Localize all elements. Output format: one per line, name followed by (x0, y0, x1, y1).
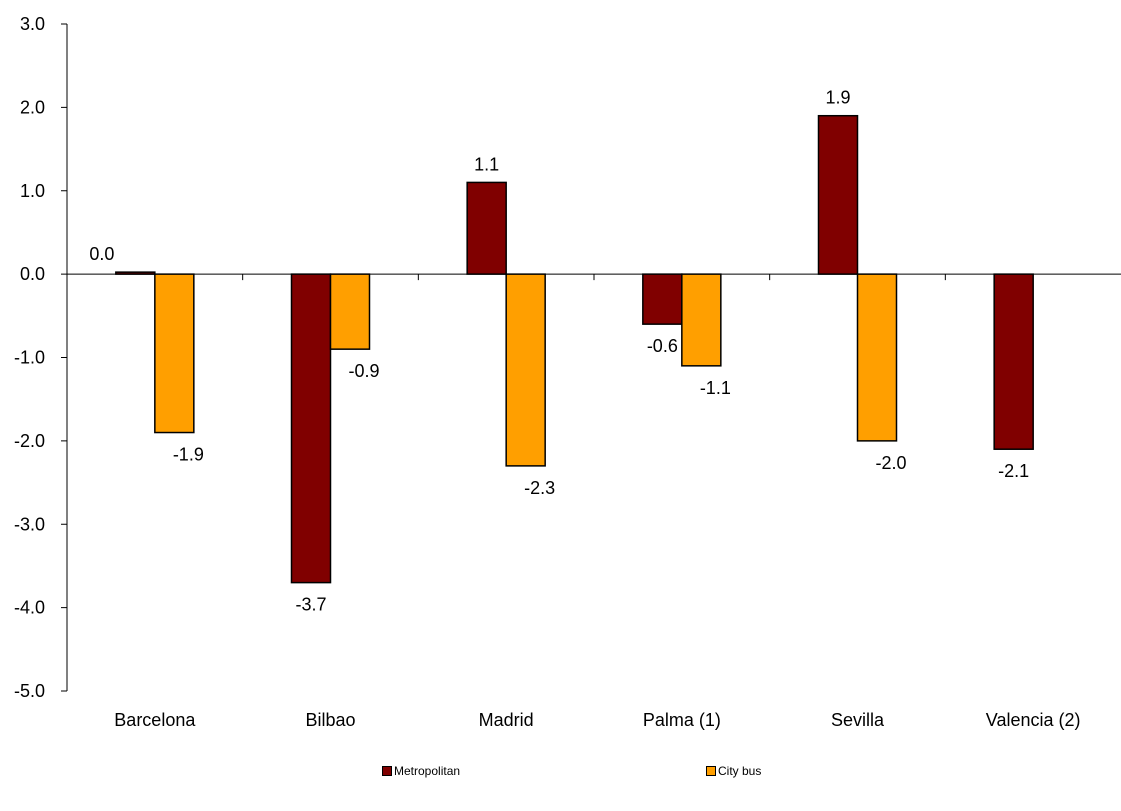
y-tick-label: -5.0 (14, 681, 45, 701)
category-label: Valencia (2) (986, 710, 1081, 730)
data-label: 0.0 (89, 244, 114, 264)
legend-swatch-metropolitan (382, 766, 392, 776)
category-label: Madrid (479, 710, 534, 730)
y-tick-label: -4.0 (14, 598, 45, 618)
data-label: -1.1 (700, 378, 731, 398)
y-tick-label: 1.0 (20, 181, 45, 201)
data-label: 1.9 (825, 88, 850, 108)
legend-item-city-bus: City bus (706, 764, 761, 778)
category-label: Sevilla (831, 710, 885, 730)
data-label: -3.7 (295, 595, 326, 615)
bar (856, 273, 898, 442)
data-label: -2.0 (875, 453, 906, 473)
legend-swatch-city-bus (706, 766, 716, 776)
legend-label-city-bus: City bus (718, 764, 762, 778)
legend-label-metropolitan: Metropolitan (394, 764, 461, 778)
bar (466, 181, 507, 275)
data-label: -0.9 (348, 361, 379, 381)
y-tick-label: 0.0 (20, 264, 45, 284)
bar (817, 114, 859, 275)
bar (115, 271, 156, 275)
bar (642, 273, 683, 325)
y-tick-label: -3.0 (14, 514, 45, 534)
category-label: Bilbao (305, 710, 355, 730)
bar (329, 273, 371, 350)
y-tick-label: 2.0 (20, 97, 45, 117)
category-label: Palma (1) (643, 710, 721, 730)
bar (681, 273, 722, 367)
y-tick-label: 3.0 (20, 14, 45, 34)
bar (505, 273, 546, 467)
data-label: -0.6 (647, 336, 678, 356)
bar (993, 273, 1034, 450)
legend-item-metropolitan: Metropolitan (382, 764, 460, 778)
data-label: -2.1 (998, 461, 1029, 481)
bar (154, 273, 195, 434)
data-label: -2.3 (524, 478, 555, 498)
category-label: Barcelona (114, 710, 196, 730)
bar-chart: 3.0 2.0 1.0 0.0 -1.0 -2.0 -3.0 -4.0 -5.0 Barcelon… (14, 14, 1121, 730)
data-label: -1.9 (173, 445, 204, 465)
legend: Metropolitan City bus (0, 764, 1121, 784)
y-tick-label: -2.0 (14, 431, 45, 451)
bar (290, 273, 332, 584)
y-tick-label: -1.0 (14, 348, 45, 368)
data-label: 1.1 (474, 154, 499, 174)
